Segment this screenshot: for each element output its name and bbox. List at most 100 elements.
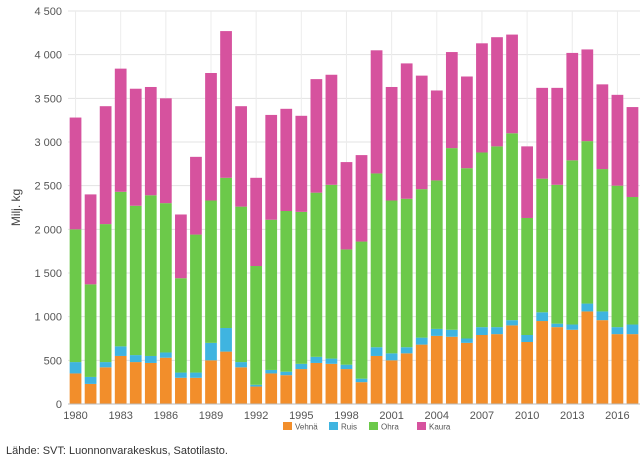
bar-segment-vehnä <box>566 329 579 404</box>
bar-segment-ohra <box>385 200 398 354</box>
bar-segment-vehnä <box>445 336 458 404</box>
x-tick-label: 1989 <box>199 410 223 422</box>
bar-segment-ohra <box>506 133 518 321</box>
y-tick-label: 3 500 <box>34 93 62 105</box>
x-axis: 1980 1983 1986 1989 1992 1995 1998 2001 2004 2007… <box>63 403 640 422</box>
legend-label: Ruis <box>341 423 357 432</box>
bar-segment-ruis <box>310 356 323 363</box>
bar-segment-ohra <box>626 197 639 325</box>
x-tick-label: 1980 <box>63 410 87 422</box>
bar-segment-ruis <box>445 329 458 337</box>
bar-segment-ruis <box>581 303 594 312</box>
legend-label: Vehnä <box>295 423 318 432</box>
bar-segment-ohra <box>220 177 232 329</box>
bar-segment-kaura <box>430 90 443 181</box>
x-tick-label: 1995 <box>289 410 313 422</box>
bar-segment-kaura <box>415 75 428 190</box>
bar-segment-ohra <box>415 189 428 338</box>
bar-segment-kaura <box>235 106 247 207</box>
bar-segment-ohra <box>400 198 413 348</box>
bar-segment-ruis <box>370 347 383 356</box>
bar-segment-kaura <box>280 108 293 211</box>
bar-segment-ruis <box>400 347 413 354</box>
bar-segment-ruis <box>265 369 278 374</box>
bar-segment-vehnä <box>355 382 368 404</box>
bar-segment-kaura <box>99 106 112 225</box>
bar-segment-ohra <box>521 217 533 336</box>
y-tick-label: 500 <box>44 355 62 367</box>
bar-segment-ruis <box>476 327 488 336</box>
bar-segment-ruis <box>280 371 293 376</box>
bar-segment-ohra <box>536 178 549 313</box>
bar-segment-vehnä <box>250 386 263 404</box>
bar-segment-kaura <box>190 156 202 235</box>
bar-segment-ohra <box>190 234 202 373</box>
bar-segment-vehnä <box>415 344 428 404</box>
y-tick-label: 2 500 <box>34 181 62 193</box>
bar-segment-ohra <box>461 168 473 339</box>
bar-segment-vehnä <box>310 362 323 404</box>
bar-segment-kaura <box>129 88 142 206</box>
bar-segment-ohra <box>235 206 247 363</box>
x-tick-label: 1992 <box>244 410 268 422</box>
bar-segment-kaura <box>114 68 127 192</box>
bar-segment-kaura <box>491 37 503 147</box>
bar-segment-vehnä <box>235 367 247 404</box>
bar-segment-kaura <box>310 79 323 193</box>
bar-segment-ohra <box>84 284 97 377</box>
bar-segment-vehnä <box>190 377 202 404</box>
bar-segment-ruis <box>626 324 639 335</box>
x-tick-label: 2016 <box>605 410 629 422</box>
bar-segment-ruis <box>596 311 609 321</box>
bar-segment-ohra <box>99 224 112 363</box>
bar-segment-ohra <box>280 210 293 372</box>
bar-segment-ohra <box>159 203 172 353</box>
bar-segment-ohra <box>310 192 323 357</box>
bar-segment-ohra <box>370 173 383 348</box>
bar-segment-kaura <box>400 63 413 199</box>
bar-segment-vehnä <box>114 355 127 404</box>
x-tick-label: 1998 <box>334 410 358 422</box>
bar-segment-ruis <box>506 320 518 326</box>
bar-segment-ohra <box>340 249 353 365</box>
bar-segment-ruis <box>566 324 579 330</box>
legend-swatch <box>369 422 378 430</box>
bar-segment-vehnä <box>144 362 157 404</box>
bar-segment-vehnä <box>280 375 293 404</box>
bar-segment-ruis <box>235 362 247 368</box>
bar-segment-ohra <box>325 184 338 359</box>
y-axis: 0 500 1 000 1 500 2 000 2 500 3 000 3 500 4 000 4… <box>34 6 62 411</box>
bar-segment-kaura <box>265 114 278 220</box>
bar-segment-ruis <box>129 355 142 363</box>
y-tick-label: 4 000 <box>34 50 62 62</box>
bar-segment-ruis <box>295 363 308 370</box>
bar-segment-ohra <box>355 241 368 379</box>
bar-segment-vehnä <box>370 355 383 404</box>
bar-segment-ruis <box>536 312 549 322</box>
bar-segment-ohra <box>250 266 263 385</box>
bar-segment-ruis <box>190 372 202 378</box>
bar-segment-kaura <box>521 146 533 218</box>
bar-segment-kaura <box>581 49 594 142</box>
y-tick-label: 0 <box>56 399 62 411</box>
bar-segment-ruis <box>114 346 127 356</box>
bar-segment-ohra <box>144 195 157 356</box>
y-tick-label: 1 500 <box>34 268 62 280</box>
bar-segment-ruis <box>69 362 82 374</box>
bar-segment-kaura <box>461 76 473 169</box>
bar-segment-ruis <box>355 378 368 383</box>
bar-segment-ruis <box>551 323 564 328</box>
bar-segment-vehnä <box>295 369 308 404</box>
y-tick-label: 4 500 <box>34 6 62 18</box>
bar-segment-ruis <box>340 364 353 370</box>
bar-segment-ruis <box>430 328 443 336</box>
bar-segment-ohra <box>566 160 579 325</box>
bar-segment-kaura <box>611 94 624 186</box>
bar-segment-ohra <box>611 185 624 328</box>
bar-segment-ohra <box>205 200 217 343</box>
bar-segment-ohra <box>491 146 503 328</box>
bar-segment-vehnä <box>385 360 398 404</box>
bar-segment-vehnä <box>205 360 217 404</box>
bar-segment-vehnä <box>400 353 413 404</box>
